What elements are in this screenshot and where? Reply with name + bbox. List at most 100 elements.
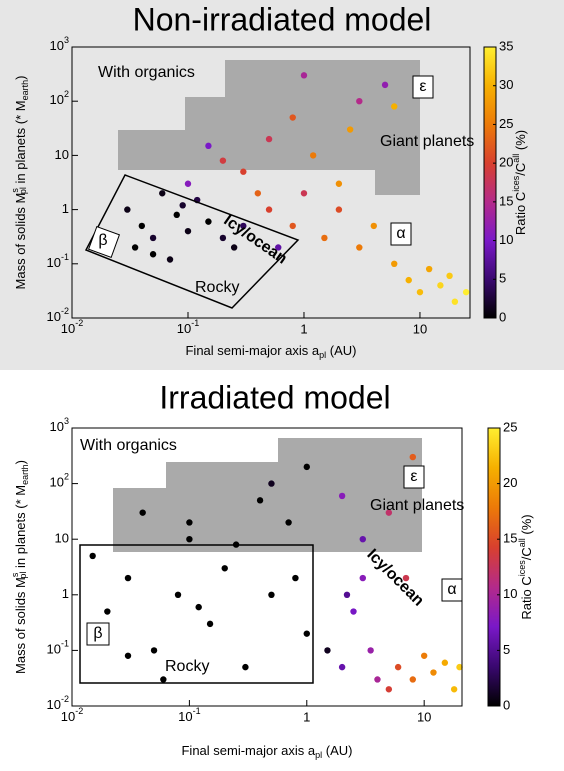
tick-label: 10-2 (47, 306, 69, 324)
point (292, 574, 299, 582)
point (138, 222, 146, 230)
label-part: Mass of solids M (13, 577, 28, 674)
tick-base: 10 (50, 475, 64, 490)
tick-exp: -2 (61, 306, 69, 316)
region-step (166, 462, 278, 552)
point (160, 676, 167, 683)
colorbar-tick-label: 5 (503, 642, 510, 657)
tick-label: 10-1 (47, 252, 69, 270)
label-part: Ratio C (513, 192, 528, 235)
point (409, 676, 416, 683)
point (367, 647, 374, 654)
point (206, 620, 214, 628)
point (195, 603, 202, 611)
tick-exp: -2 (61, 694, 69, 704)
point (409, 453, 416, 461)
point (242, 663, 249, 671)
label-part: Mass of solids M (13, 193, 28, 290)
annotation: ε (419, 78, 426, 95)
colorbar-tick-label: 20 (503, 475, 517, 490)
point (335, 206, 343, 213)
x-axis-label: Final semi-major axis apl (AU) (181, 743, 352, 760)
label-part: ices (511, 175, 521, 192)
point (359, 574, 366, 582)
point (300, 72, 308, 79)
label-part: in planets (* M (13, 485, 28, 572)
point (173, 211, 180, 219)
colorbar-tick-label: 35 (499, 38, 513, 53)
point (446, 272, 453, 280)
annotation: Giant planets (370, 497, 464, 514)
point (131, 244, 139, 251)
colorbar-tick-label: 25 (503, 419, 517, 434)
point (159, 190, 166, 197)
label-part: in planets (* M (13, 100, 28, 187)
colorbar-tick-label: 10 (503, 586, 517, 601)
point (184, 180, 192, 187)
point (89, 552, 96, 560)
point (205, 218, 212, 225)
tick-exp: -2 (75, 706, 83, 716)
point (338, 492, 346, 500)
label-part: pl (18, 187, 28, 194)
point (405, 276, 412, 284)
colorbar-tick-label: 30 (499, 77, 513, 92)
point (149, 251, 157, 258)
tick-exp: 3 (64, 416, 69, 426)
rocky-box (79, 544, 314, 684)
tick-label: 10-2 (47, 694, 69, 712)
point (265, 206, 273, 213)
point (451, 298, 459, 305)
point (300, 190, 308, 197)
point (303, 630, 310, 637)
region (118, 60, 420, 195)
tick-exp: 2 (64, 472, 69, 482)
region (113, 438, 422, 552)
label-part: pl (315, 750, 322, 760)
point (462, 288, 470, 296)
tick-base: 10 (50, 419, 64, 434)
tick-exp: -1 (61, 639, 69, 649)
point (356, 244, 363, 251)
tick-label: 1 (62, 201, 69, 216)
tick-base: 10 (47, 255, 61, 270)
point (343, 591, 351, 598)
point (289, 114, 296, 121)
point (139, 509, 146, 516)
region-step (375, 170, 420, 195)
tick-label: 10-1 (47, 639, 69, 657)
rocky-box (84, 174, 300, 309)
tick-exp: -2 (75, 318, 83, 328)
annotation: Rocky (165, 658, 209, 675)
region-step (185, 97, 225, 170)
region-step (225, 60, 420, 170)
label-part: (%) (519, 514, 534, 538)
region-step (278, 438, 422, 552)
colorbar-label: Ratio Cices/Call (%) (517, 514, 534, 619)
point (275, 244, 282, 251)
label-part: all (517, 538, 527, 547)
point (359, 536, 366, 543)
beta-box (87, 225, 121, 259)
tick-label: 103 (50, 35, 69, 53)
point (385, 686, 393, 693)
label-part: Ratio C (519, 576, 534, 619)
point (285, 519, 292, 526)
point (230, 244, 238, 251)
tick-label: 10 (55, 147, 69, 162)
point (124, 652, 132, 659)
point (456, 663, 463, 671)
colorbar-tick-label: 5 (499, 271, 506, 286)
tick-label: 10 (55, 531, 69, 546)
label-part: earth (20, 80, 30, 101)
point (350, 608, 357, 615)
point (265, 135, 273, 143)
label-part: earth (20, 464, 30, 485)
label-part: (AU) (322, 743, 352, 758)
point (385, 509, 393, 516)
point (441, 659, 449, 666)
tick-label: 10-1 (177, 318, 199, 336)
point (420, 652, 428, 659)
colorbar-tick-label: 15 (499, 193, 513, 208)
colorbar-tick-label: 15 (503, 531, 517, 546)
